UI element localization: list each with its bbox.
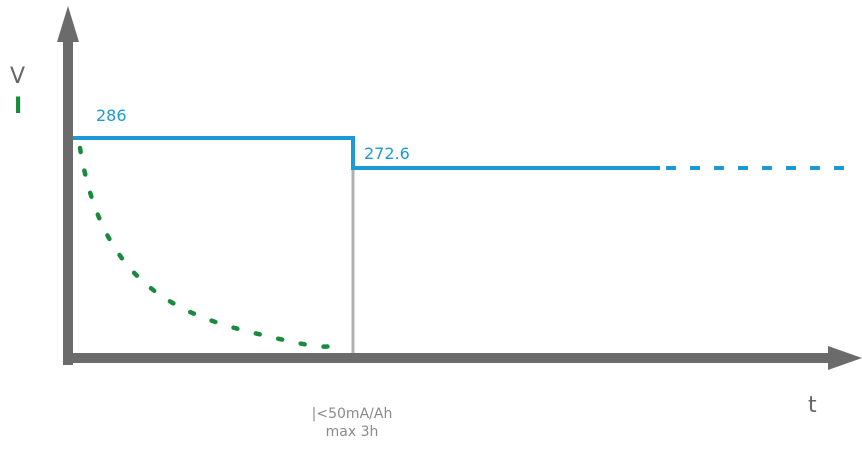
voltage-series-line [70,136,660,170]
phase-annotation: |<50mA/Ah max 3h [252,405,452,441]
y-axis-arrowhead [57,6,79,42]
data-label-voltage-phase2: 272.6 [364,144,410,163]
annotation-line-2: max 3h [325,424,379,440]
y-axis-label-voltage: V [10,64,26,89]
x-axis-label: t [808,393,817,418]
current-series-curve [77,145,348,349]
y-axis-label-current: I [14,94,23,119]
annotation-line-1: |<50mA/Ah [311,406,393,422]
data-label-voltage-phase1: 286 [96,106,127,125]
x-axis-arrowhead [828,346,862,370]
